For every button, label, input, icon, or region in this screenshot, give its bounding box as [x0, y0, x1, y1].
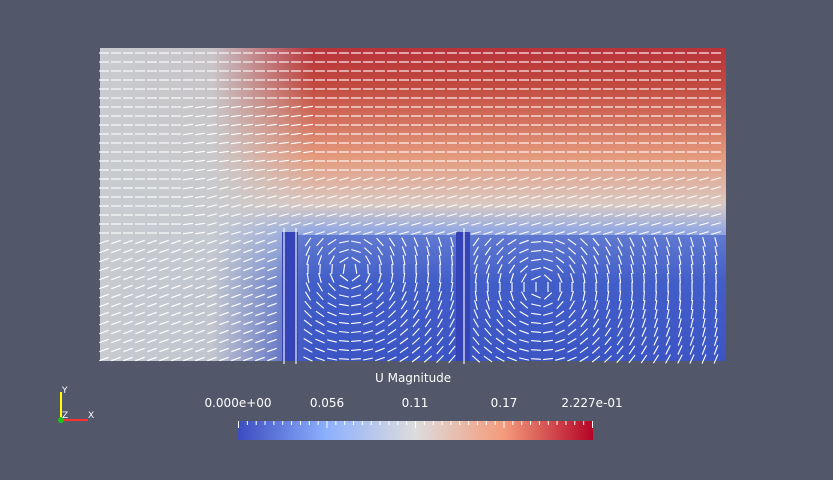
colorbar-title: U Magnitude	[375, 371, 452, 385]
right-obstacle	[456, 232, 470, 361]
colorbar-label-3: 0.17	[490, 396, 518, 410]
wake-region	[298, 235, 726, 361]
colorbar-label-min: 0.000e+00	[204, 396, 272, 410]
axis-y-label: Y	[61, 386, 68, 396]
orientation-axes: Y Z X	[58, 386, 94, 423]
velocity-field-plot[interactable]	[99, 48, 726, 364]
velocity-glyphs	[99, 52, 721, 364]
colorbar-label-max: 2.227e-01	[561, 396, 623, 410]
colorbar	[238, 421, 593, 440]
colorbar-label-1: 0.056	[309, 396, 345, 410]
axis-x-label: X	[88, 411, 94, 421]
axis-z-label: Z	[62, 411, 68, 421]
colorbar-label-2: 0.11	[401, 396, 429, 410]
left-obstacle	[282, 232, 298, 361]
